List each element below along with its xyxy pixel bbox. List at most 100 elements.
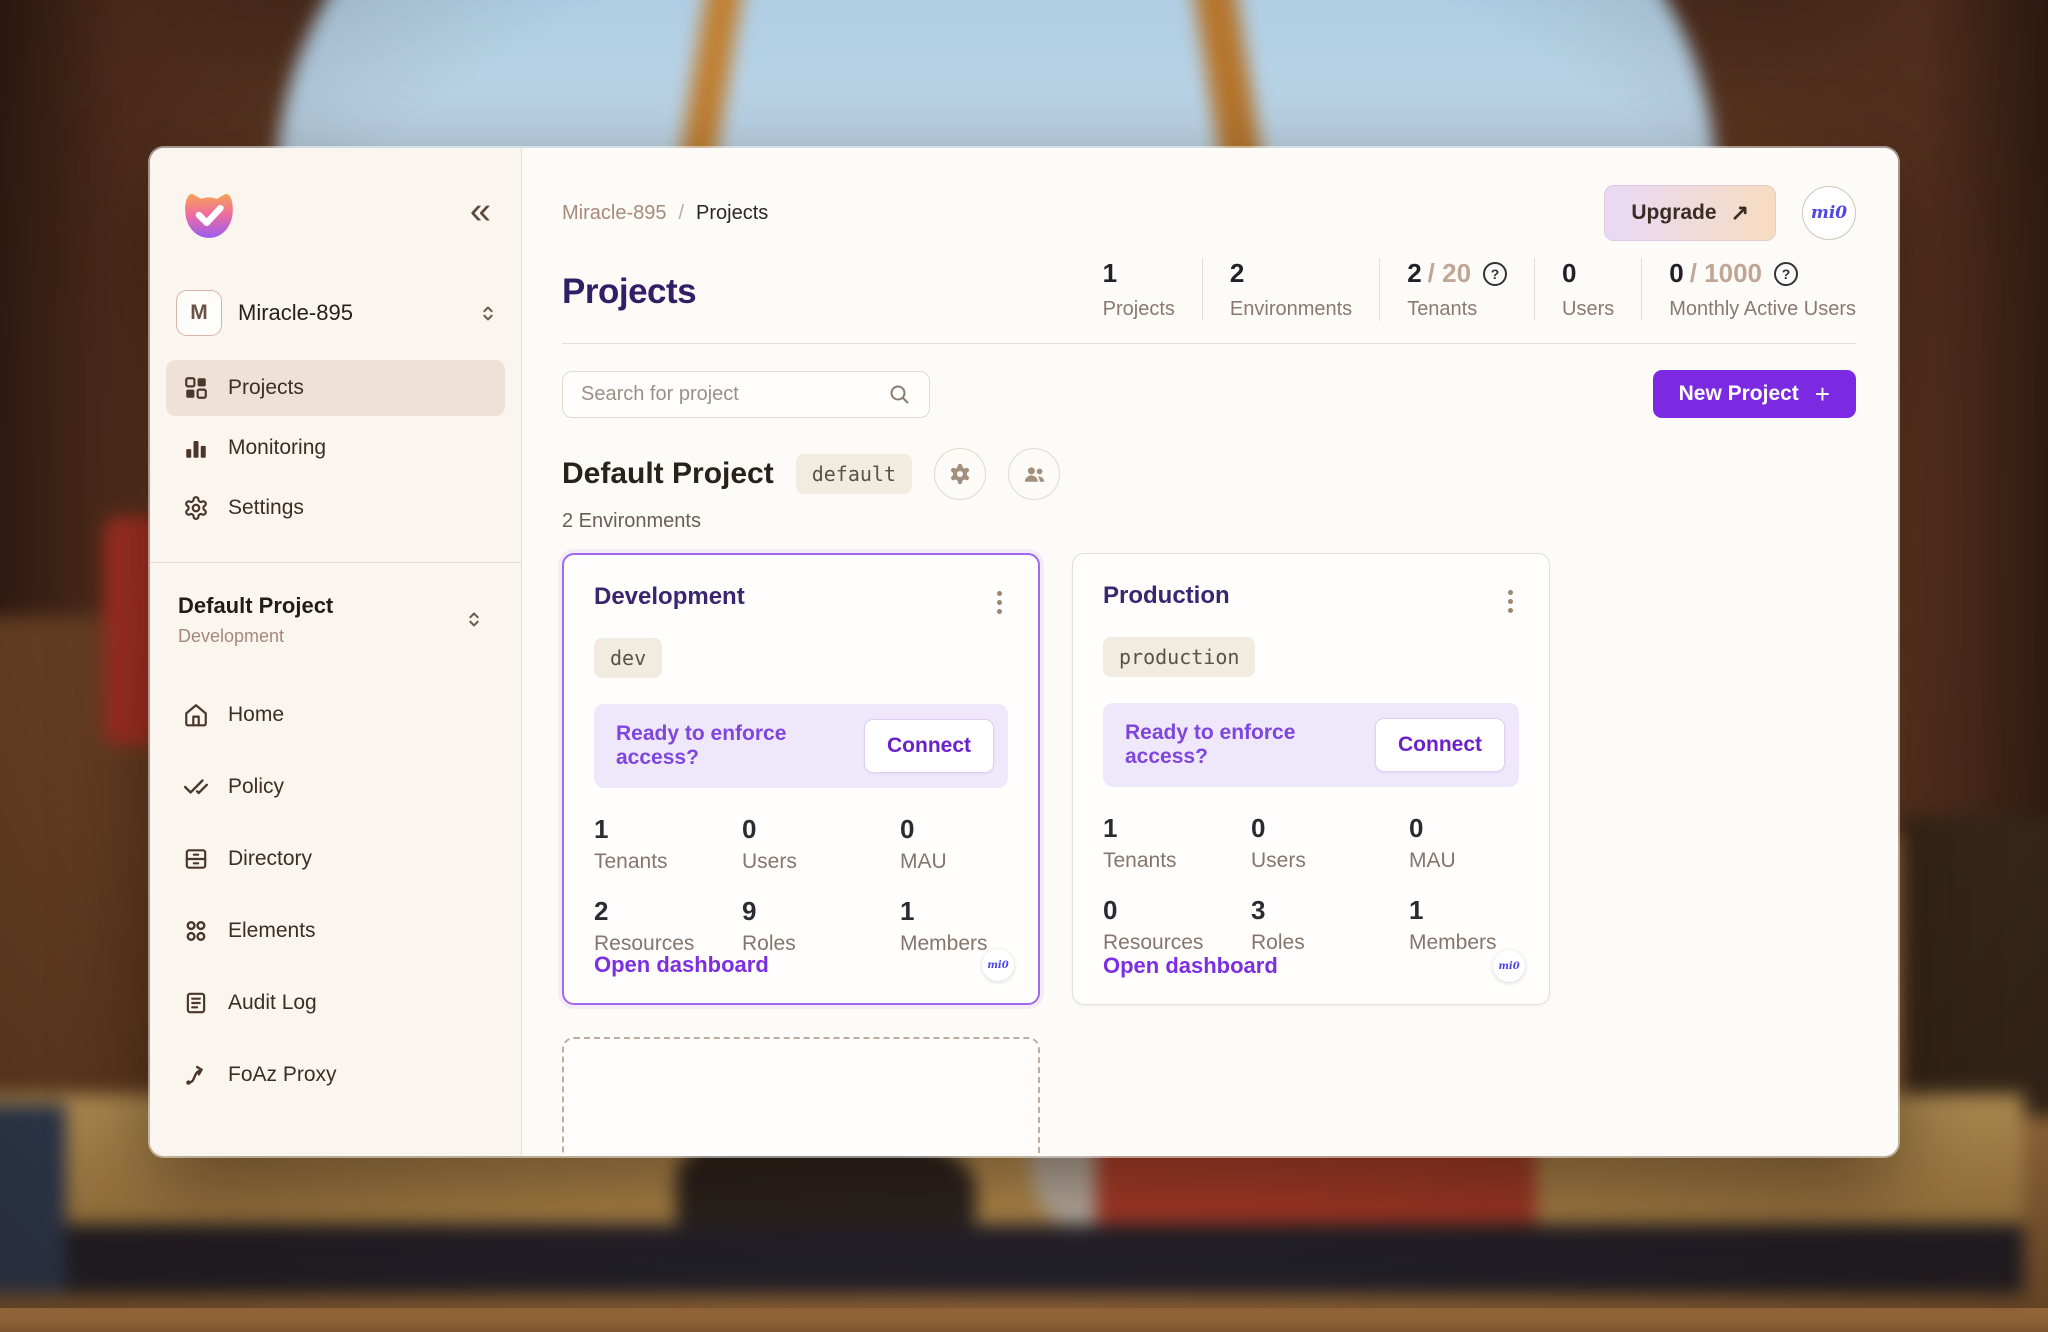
chevron-up-down-icon [463,607,485,636]
project-name: Default Project [562,457,774,490]
stat-users: 0 Users [1534,258,1641,321]
route-arrow-icon [186,1065,203,1085]
environment-key-tag: dev [594,637,663,678]
sidebar-item-policy[interactable]: Policy [166,759,505,815]
project-settings-button[interactable] [934,448,987,500]
stat-roles: 9 Roles [742,895,796,955]
sidebar-item-foaz-proxy[interactable]: FoAz Proxy [166,1047,505,1103]
stat-roles: 3 Roles [1251,894,1305,954]
sidebar-item-label: Audit Log [228,991,317,1014]
stat-mau: 0 MAU [900,813,947,873]
org-stats: 1 Projects 2 Environments 2 / 20 ? Tenan… [1103,258,1856,321]
org-avatar: M [176,290,222,336]
breadcrumb-separator: / [678,201,685,224]
gear-icon [185,496,207,520]
stat-label: Projects [1102,298,1175,320]
help-icon[interactable]: ? [1483,261,1508,286]
stat-quota: / 20 [1427,258,1472,288]
upgrade-label: Upgrade [1631,201,1717,224]
stat-resources: 0 Resources [1103,894,1204,954]
org-selector[interactable]: M Miracle-895 [176,290,499,336]
sidebar-item-directory[interactable]: Directory [166,831,505,887]
arrow-up-right-icon: ↗ [1730,200,1749,225]
connect-button[interactable]: Connect [864,718,994,773]
project-switcher[interactable]: Default Project Development [150,563,521,647]
environment-key-tag: production [1103,636,1256,677]
new-project-button[interactable]: New Project + [1652,370,1856,418]
sidebar-item-elements[interactable]: Elements [166,903,505,959]
project-members-button[interactable] [1008,448,1061,500]
environment-stats: 1 Tenants 0 Users 0 MAU 2 Resources 9 Roles 1… [594,814,1008,956]
document-icon [186,992,206,1014]
user-avatar[interactable]: mi0 [1802,186,1856,240]
project-switcher-title: Default Project [178,593,334,618]
home-icon [185,704,207,727]
banner-text: Ready to enforce access? [616,721,787,769]
sidebar-item-label: Projects [228,376,304,399]
sidebar-item-label: Settings [228,496,304,519]
section-divider [562,343,1856,344]
stat-users: 0 Users [742,813,797,873]
sidebar-item-home[interactable]: Home [166,687,505,743]
member-avatar[interactable]: mi0 [982,949,1014,981]
stat-value: 0 [1669,258,1684,288]
sidebar-collapse-icon[interactable]: « [469,190,491,232]
main-content: Miracle-895 / Projects Upgrade ↗ mi0 Pro… [522,148,1898,1156]
connect-banner: Ready to enforce access? Connect [1103,702,1519,787]
search-input[interactable] [581,382,875,406]
people-icon [1024,466,1044,482]
project-nav: Home Policy Directory Elements [150,687,521,1103]
connect-button[interactable]: Connect [1375,717,1505,772]
stat-members: 1 Members [900,895,988,955]
environment-count: 2 Environments [562,510,701,532]
connect-banner: Ready to enforce access? Connect [594,703,1008,788]
sidebar-item-monitoring[interactable]: Monitoring [166,420,505,476]
chevron-up-down-icon [477,301,499,325]
breadcrumb-page: Projects [696,201,769,224]
breadcrumb: Miracle-895 / Projects [562,202,768,225]
new-environment-placeholder[interactable] [562,1037,1040,1156]
sidebar-item-label: Monitoring [228,436,327,459]
open-dashboard-link[interactable]: Open dashboard [594,952,769,977]
stat-quota: / 1000 [1689,258,1763,288]
stat-environments: 2 Environments [1201,258,1379,321]
sidebar-item-label: FoAz Proxy [228,1063,337,1086]
stat-mau: 0 / 1000 ? Monthly Active Users [1641,258,1856,321]
grid-icon [185,377,207,399]
org-nav: Projects Monitoring Settings [150,360,521,536]
search-icon [890,385,909,404]
plus-icon: + [1814,378,1830,409]
stat-value: 0 [1562,258,1577,288]
sidebar-item-audit-log[interactable]: Audit Log [166,975,505,1031]
stat-value: 2 [1229,258,1245,288]
kebab-menu-icon[interactable] [1502,582,1520,621]
environment-title: Development [594,583,745,610]
stat-mau: 0 MAU [1409,812,1456,872]
kebab-menu-icon[interactable] [991,583,1009,622]
stat-tenants: 1 Tenants [594,813,668,873]
org-name: Miracle-895 [238,300,353,325]
new-project-label: New Project [1678,382,1799,405]
project-key-tag: default [795,454,913,494]
sidebar-item-projects[interactable]: Projects [166,360,505,416]
permit-logo-icon [185,193,233,238]
stat-projects: 1 Projects [1103,258,1202,321]
help-icon[interactable]: ? [1774,261,1799,286]
sidebar: « M Miracle-895 Projects [150,148,522,1156]
stat-tenants: 1 Tenants [1103,812,1177,872]
bar-chart-icon [186,440,206,458]
environment-title: Production [1103,582,1230,609]
upgrade-button[interactable]: Upgrade ↗ [1604,185,1776,241]
stat-label: Tenants [1407,298,1478,320]
member-avatar[interactable]: mi0 [1493,950,1525,982]
breadcrumb-org[interactable]: Miracle-895 [562,201,667,224]
stat-label: Users [1562,298,1615,320]
open-dashboard-link[interactable]: Open dashboard [1103,953,1278,978]
sidebar-item-label: Home [228,703,285,726]
stat-resources: 2 Resources [594,895,695,955]
environment-stats: 1 Tenants 0 Users 0 MAU 0 Resources 3 Roles 1… [1103,813,1519,955]
sidebar-item-settings[interactable]: Settings [166,480,505,536]
stat-tenants: 2 / 20 ? Tenants [1379,258,1534,321]
sidebar-item-label: Policy [228,775,285,798]
sidebar-divider [150,562,521,563]
